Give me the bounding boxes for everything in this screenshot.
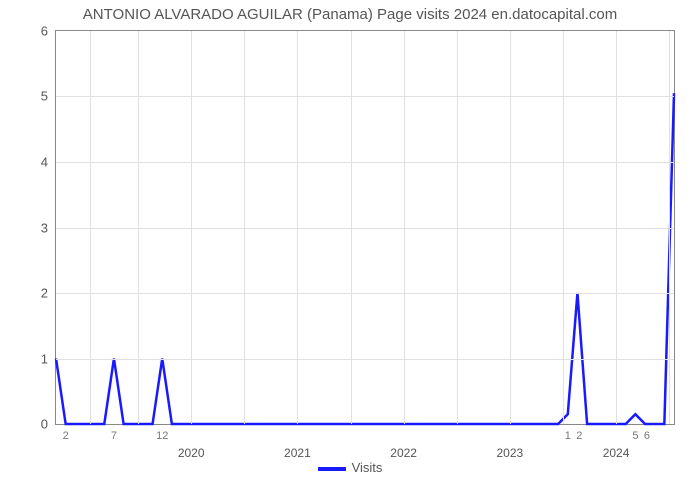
- x-tick-label-minor: 12: [156, 430, 168, 442]
- grid-line-vertical: [563, 31, 564, 424]
- x-tick-label-minor: 7: [111, 430, 117, 442]
- chart-title: ANTONIO ALVARADO AGUILAR (Panama) Page v…: [0, 6, 700, 23]
- legend-swatch: [318, 467, 346, 471]
- y-tick-label: 0: [41, 417, 48, 432]
- x-tick-label-minor: 1: [565, 430, 571, 442]
- grid-line-vertical: [351, 31, 352, 424]
- x-tick-label-minor: 2: [576, 430, 582, 442]
- series-line: [56, 93, 674, 424]
- x-tick-label-minor: 5: [632, 430, 638, 442]
- legend: Visits: [0, 460, 700, 475]
- x-tick-label-major: 2022: [390, 446, 417, 460]
- grid-line-horizontal: [56, 162, 674, 163]
- y-tick-label: 1: [41, 351, 48, 366]
- y-tick-label: 2: [41, 285, 48, 300]
- plot-area: 01234562712125620202021202220232024: [55, 30, 675, 425]
- grid-line-vertical: [191, 31, 192, 424]
- grid-line-vertical: [244, 31, 245, 424]
- grid-line-vertical: [510, 31, 511, 424]
- x-tick-label-minor: 6: [644, 430, 650, 442]
- x-tick-label-major: 2021: [284, 446, 311, 460]
- grid-line-vertical: [90, 31, 91, 424]
- x-tick-label-major: 2023: [496, 446, 523, 460]
- y-tick-label: 3: [41, 220, 48, 235]
- grid-line-vertical: [457, 31, 458, 424]
- y-tick-label: 6: [41, 24, 48, 39]
- grid-line-horizontal: [56, 359, 674, 360]
- y-tick-label: 4: [41, 154, 48, 169]
- grid-line-vertical: [297, 31, 298, 424]
- grid-line-vertical: [669, 31, 670, 424]
- grid-line-vertical: [138, 31, 139, 424]
- grid-line-horizontal: [56, 96, 674, 97]
- grid-line-horizontal: [56, 228, 674, 229]
- legend-label: Visits: [352, 460, 383, 475]
- grid-line-horizontal: [56, 293, 674, 294]
- chart-container: ANTONIO ALVARADO AGUILAR (Panama) Page v…: [0, 0, 700, 500]
- x-tick-label-major: 2024: [603, 446, 630, 460]
- x-tick-label-major: 2020: [178, 446, 205, 460]
- grid-line-vertical: [616, 31, 617, 424]
- y-tick-label: 5: [41, 89, 48, 104]
- x-tick-label-minor: 2: [63, 430, 69, 442]
- grid-line-vertical: [404, 31, 405, 424]
